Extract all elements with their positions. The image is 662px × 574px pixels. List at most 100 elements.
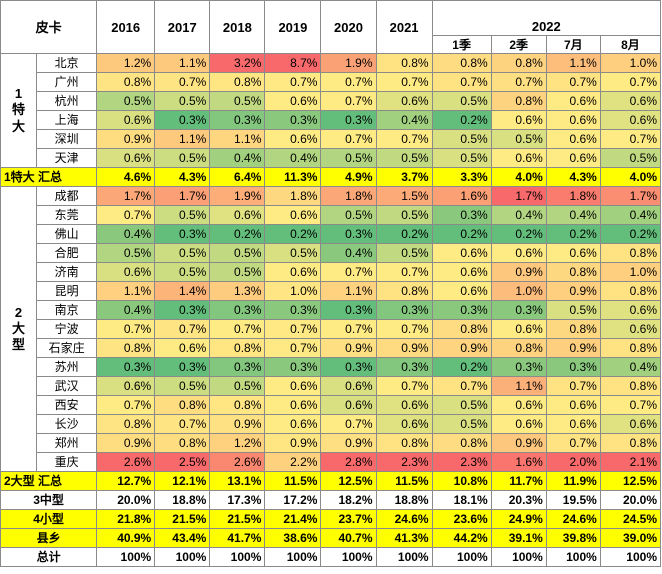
summary-cell: 4.9% xyxy=(320,167,377,187)
share-cell: 1.4% xyxy=(154,281,211,301)
share-cell: 1.7% xyxy=(599,186,662,206)
table-row: 1 特大北京 1.2% 1.1% 3.2% 8.7% 1.9% 0.8% 0.8% 0.8% 1.1… xyxy=(0,53,662,168)
share-cell: 0.4% xyxy=(320,243,377,263)
share-cell: 0.5% xyxy=(209,262,266,282)
share-cell: 0.8% xyxy=(375,281,433,301)
share-cell: 3.2% xyxy=(209,53,266,73)
share-cell: 1.1% xyxy=(490,376,547,396)
total-row: 3中型 20.0% 18.8% 17.3% 17.2% 18.2% 18.8% 18.1% 20… xyxy=(0,490,662,510)
share-cell: 0.7% xyxy=(599,72,662,92)
share-cell: 0.4% xyxy=(490,205,547,225)
share-cell: 0.6% xyxy=(320,376,377,396)
share-cell: 0.9% xyxy=(264,433,322,453)
share-cell: 0.5% xyxy=(375,205,433,225)
share-cell: 0.7% xyxy=(320,414,377,434)
table-row: 武汉 0.6% 0.5% 0.5% 0.6% 0.6% 0.7% 0.7% 1.1% 0.7% 0.… xyxy=(1,376,662,396)
share-cell: 0.3% xyxy=(320,224,377,244)
city-label: 济南 xyxy=(36,262,98,282)
summary-cell: 4.3% xyxy=(154,167,211,187)
share-cell: 2.3% xyxy=(431,452,492,472)
year-header: 2021 xyxy=(375,0,433,54)
city-label: 郑州 xyxy=(36,433,98,453)
share-cell: 0.5% xyxy=(154,376,211,396)
summary-cell: 3.7% xyxy=(375,167,433,187)
share-cell: 0.6% xyxy=(545,243,601,263)
city-label: 西安 xyxy=(36,395,98,415)
share-cell: 0.3% xyxy=(264,357,322,377)
summary-label: 1特大 汇总 xyxy=(0,167,98,187)
share-cell: 0.8% xyxy=(599,281,662,301)
share-cell: 0.7% xyxy=(320,262,377,282)
share-cell: 0.6% xyxy=(264,376,322,396)
share-cell: 0.6% xyxy=(264,395,322,415)
share-cell: 0.2% xyxy=(264,224,322,244)
share-cell: 0.8% xyxy=(431,53,492,73)
share-cell: 0.7% xyxy=(320,91,377,111)
summary-cell: 4.0% xyxy=(599,167,662,187)
share-cell: 0.6% xyxy=(490,110,547,130)
total-cell: 19.5% xyxy=(545,490,601,510)
summary-cell: 4.6% xyxy=(96,167,156,187)
period-header: 2季 xyxy=(490,35,547,54)
share-cell: 0.7% xyxy=(320,129,377,149)
city-label: 佛山 xyxy=(36,224,98,244)
share-cell: 0.2% xyxy=(599,224,662,244)
share-cell: 2.2% xyxy=(264,452,322,472)
share-cell: 0.6% xyxy=(545,110,601,130)
share-cell: 0.6% xyxy=(154,338,211,358)
share-cell: 0.8% xyxy=(490,91,547,111)
share-cell: 2.6% xyxy=(96,452,156,472)
share-cell: 0.7% xyxy=(375,262,433,282)
group-label-char: 型 xyxy=(12,337,26,353)
share-cell: 0.6% xyxy=(431,243,492,263)
share-cell: 0.8% xyxy=(209,395,266,415)
share-cell: 0.6% xyxy=(599,414,662,434)
share-cell: 0.6% xyxy=(490,243,547,263)
share-cell: 0.3% xyxy=(96,357,156,377)
share-cell: 2.1% xyxy=(599,452,662,472)
share-cell: 0.6% xyxy=(375,91,433,111)
share-cell: 0.3% xyxy=(545,357,601,377)
city-label: 天津 xyxy=(36,148,98,168)
summary-cell: 3.3% xyxy=(431,167,492,187)
total-row: 4小型 21.8% 21.5% 21.5% 21.4% 23.7% 24.6% 23.6% 24… xyxy=(0,509,662,529)
share-cell: 0.8% xyxy=(490,53,547,73)
share-cell: 1.2% xyxy=(96,53,156,73)
share-cell: 0.6% xyxy=(209,205,266,225)
share-cell: 0.5% xyxy=(490,129,547,149)
share-cell: 0.3% xyxy=(490,357,547,377)
total-cell: 17.3% xyxy=(209,490,266,510)
share-cell: 0.3% xyxy=(154,300,211,320)
share-cell: 0.8% xyxy=(545,319,601,339)
share-cell: 0.3% xyxy=(264,110,322,130)
summary-cell: 12.5% xyxy=(320,471,377,491)
share-cell: 0.4% xyxy=(209,148,266,168)
share-cell: 0.5% xyxy=(209,243,266,263)
share-cell: 0.6% xyxy=(96,262,156,282)
city-label: 重庆 xyxy=(36,452,98,472)
total-cell: 18.1% xyxy=(431,490,492,510)
share-cell: 0.4% xyxy=(96,224,156,244)
share-cell: 0.5% xyxy=(96,91,156,111)
total-cell: 100% xyxy=(375,547,433,567)
period-header: 7月 xyxy=(545,35,601,54)
share-cell: 0.8% xyxy=(431,433,492,453)
summary-cell: 11.7% xyxy=(490,471,547,491)
table-row: 重庆 2.6% 2.5% 2.6% 2.2% 2.8% 2.3% 2.3% 1.6% 2.0% 2.… xyxy=(1,452,662,472)
share-cell: 0.7% xyxy=(431,376,492,396)
total-row: 总计 100% 100% 100% 100% 100% 100% 100% 100% 100% 10… xyxy=(0,547,662,567)
share-cell: 1.1% xyxy=(154,129,211,149)
share-cell: 0.7% xyxy=(96,319,156,339)
share-cell: 0.8% xyxy=(599,376,662,396)
share-cell: 0.3% xyxy=(209,357,266,377)
corner-header: 皮卡 xyxy=(0,0,98,54)
summary-cell: 12.5% xyxy=(599,471,662,491)
share-cell: 0.6% xyxy=(490,395,547,415)
share-cell: 1.5% xyxy=(375,186,433,206)
share-cell: 0.3% xyxy=(209,110,266,130)
total-cell: 100% xyxy=(545,547,601,567)
share-cell: 0.7% xyxy=(96,205,156,225)
share-cell: 0.5% xyxy=(431,395,492,415)
total-cell: 21.8% xyxy=(96,509,156,529)
